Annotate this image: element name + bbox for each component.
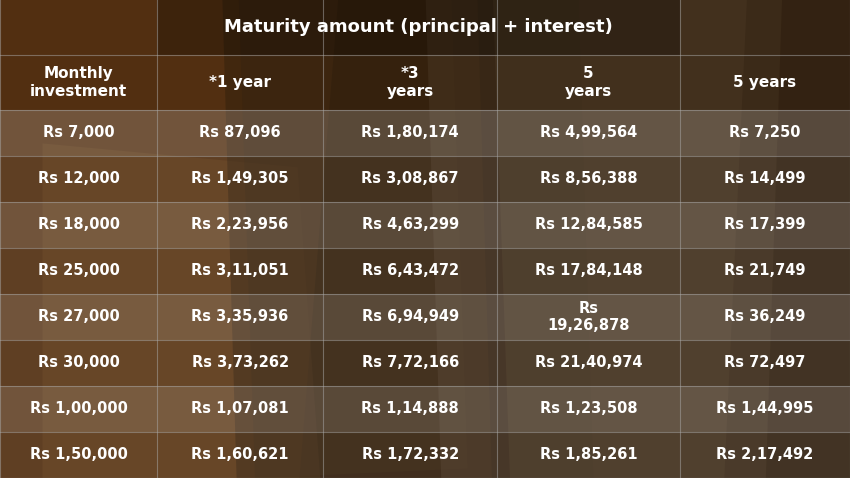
Polygon shape: [238, 0, 468, 478]
Text: Monthly
investment: Monthly investment: [30, 66, 127, 98]
Text: Rs 3,35,936: Rs 3,35,936: [191, 309, 289, 325]
Text: Rs
19,26,878: Rs 19,26,878: [547, 301, 630, 333]
Text: Rs 6,94,949: Rs 6,94,949: [361, 309, 459, 325]
Text: Rs 4,63,299: Rs 4,63,299: [361, 217, 459, 232]
Text: Rs 7,250: Rs 7,250: [729, 125, 801, 141]
Text: Rs 25,000: Rs 25,000: [37, 263, 120, 279]
Bar: [157, 0, 680, 55]
Text: Rs 14,499: Rs 14,499: [724, 172, 806, 186]
Text: Rs 17,84,148: Rs 17,84,148: [535, 263, 643, 279]
Text: Rs 1,60,621: Rs 1,60,621: [191, 447, 289, 463]
Polygon shape: [42, 143, 323, 478]
Bar: [0, 432, 850, 478]
Polygon shape: [578, 0, 850, 478]
Bar: [0, 202, 850, 248]
Text: Rs 1,80,174: Rs 1,80,174: [361, 125, 459, 141]
Bar: [0, 294, 850, 340]
Text: Rs 7,000: Rs 7,000: [42, 125, 115, 141]
Text: Rs 6,43,472: Rs 6,43,472: [361, 263, 459, 279]
Text: Rs 8,56,388: Rs 8,56,388: [540, 172, 638, 186]
Text: Rs 7,72,166: Rs 7,72,166: [361, 356, 459, 370]
Polygon shape: [0, 0, 255, 478]
Text: Rs 1,49,305: Rs 1,49,305: [191, 172, 289, 186]
Text: *3
years: *3 years: [387, 66, 434, 98]
Text: Rs 1,72,332: Rs 1,72,332: [361, 447, 459, 463]
Text: Rs 27,000: Rs 27,000: [37, 309, 120, 325]
Text: Rs 3,11,051: Rs 3,11,051: [191, 263, 289, 279]
Text: Rs 12,84,585: Rs 12,84,585: [535, 217, 643, 232]
Bar: [0, 156, 850, 202]
Text: Rs 3,08,867: Rs 3,08,867: [361, 172, 459, 186]
Text: Rs 1,85,261: Rs 1,85,261: [540, 447, 638, 463]
Text: Rs 4,99,564: Rs 4,99,564: [540, 125, 638, 141]
Bar: [0, 386, 850, 432]
Text: 5
years: 5 years: [565, 66, 612, 98]
Text: 5 years: 5 years: [734, 75, 796, 90]
Text: Rs 1,00,000: Rs 1,00,000: [30, 402, 127, 416]
Text: Rs 21,40,974: Rs 21,40,974: [535, 356, 643, 370]
Bar: [0, 248, 850, 294]
Text: Rs 12,000: Rs 12,000: [37, 172, 120, 186]
Text: Rs 3,73,262: Rs 3,73,262: [191, 356, 289, 370]
Bar: [0, 110, 850, 156]
Bar: [0, 340, 850, 386]
Text: Rs 21,749: Rs 21,749: [724, 263, 806, 279]
Polygon shape: [0, 0, 340, 478]
Text: Rs 2,23,956: Rs 2,23,956: [191, 217, 289, 232]
Text: Maturity amount (principal + interest): Maturity amount (principal + interest): [224, 19, 613, 36]
Text: Rs 1,14,888: Rs 1,14,888: [361, 402, 459, 416]
Text: Rs 87,096: Rs 87,096: [199, 125, 281, 141]
Text: Rs 1,23,508: Rs 1,23,508: [540, 402, 638, 416]
Polygon shape: [221, 0, 493, 478]
Text: Rs 18,000: Rs 18,000: [37, 217, 120, 232]
Polygon shape: [425, 0, 748, 478]
Text: Rs 36,249: Rs 36,249: [724, 309, 806, 325]
Text: *1 year: *1 year: [209, 75, 271, 90]
Text: Rs 17,399: Rs 17,399: [724, 217, 806, 232]
Text: Rs 30,000: Rs 30,000: [37, 356, 120, 370]
Polygon shape: [493, 0, 782, 478]
Text: Rs 1,44,995: Rs 1,44,995: [717, 402, 813, 416]
Text: Rs 1,07,081: Rs 1,07,081: [191, 402, 289, 416]
Text: Rs 2,17,492: Rs 2,17,492: [717, 447, 813, 463]
Text: Rs 72,497: Rs 72,497: [724, 356, 806, 370]
Text: Rs 1,50,000: Rs 1,50,000: [30, 447, 127, 463]
